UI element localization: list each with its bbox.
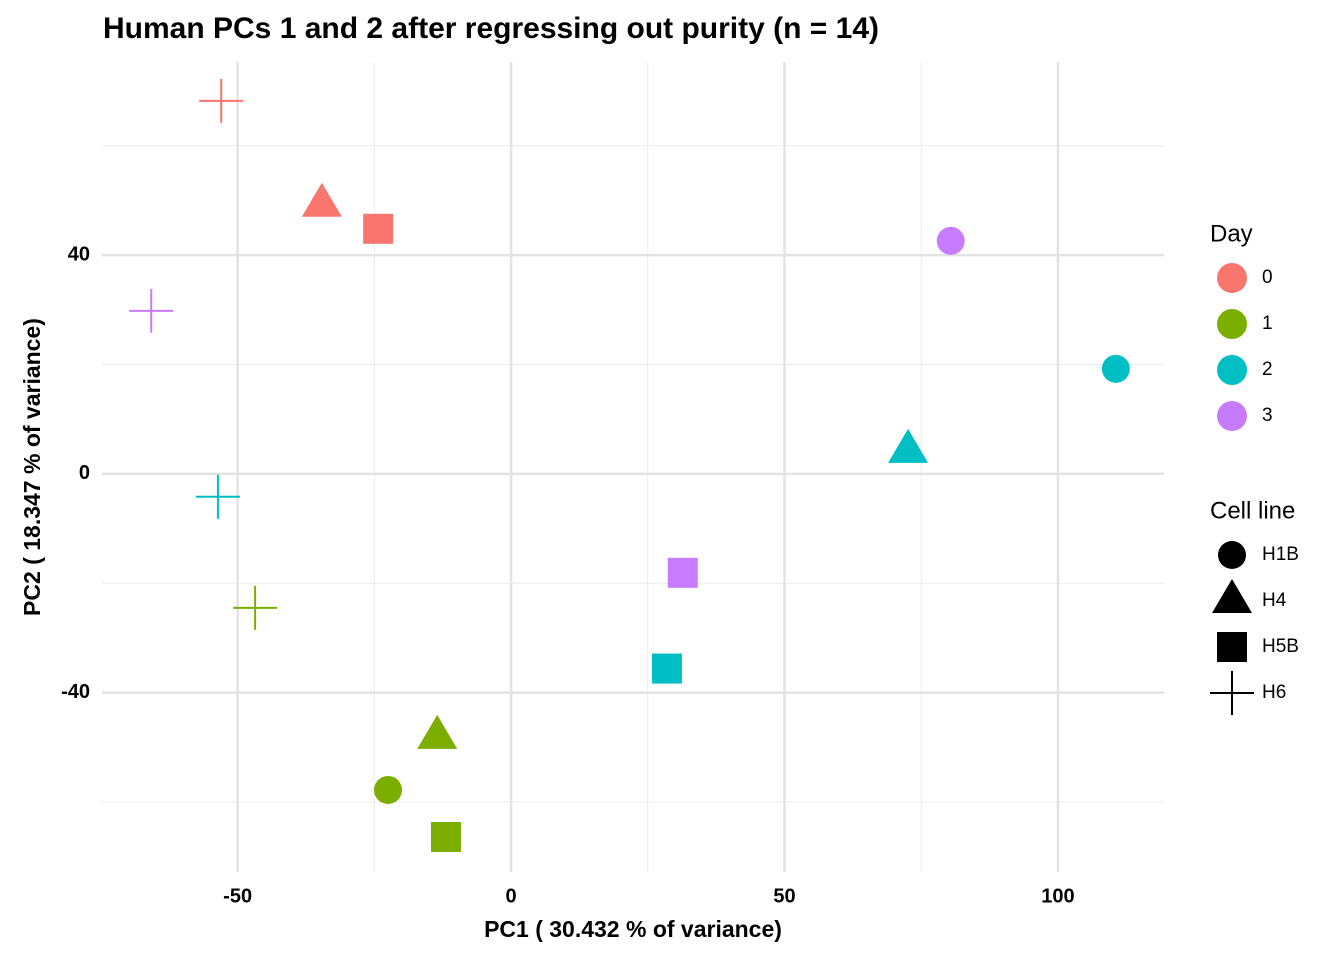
point (651, 653, 682, 684)
legend-label: 1 (1262, 313, 1273, 334)
point (199, 78, 244, 123)
point (936, 226, 965, 255)
legend-label: H5B (1262, 636, 1299, 657)
legend-swatch (1217, 263, 1247, 293)
y-tick-label: 0 (79, 462, 90, 484)
point (195, 474, 240, 519)
legend-swatch (1210, 671, 1254, 715)
point (1101, 354, 1130, 383)
x-tick-label: 100 (1041, 885, 1074, 907)
point (301, 182, 342, 217)
point (374, 775, 403, 804)
y-tick-label: -40 (61, 681, 90, 703)
legend-label: H6 (1262, 682, 1286, 703)
legend-title: Day (1210, 220, 1253, 247)
legend-swatch (1217, 355, 1247, 385)
legend-swatch (1217, 632, 1247, 662)
legend-label: H4 (1262, 590, 1287, 611)
x-axis-label: PC1 ( 30.432 % of variance) (484, 916, 782, 942)
legend-swatch (1217, 309, 1247, 339)
legend-swatch (1217, 401, 1247, 431)
legend-label: 2 (1262, 359, 1273, 380)
legend-label: H1B (1262, 544, 1299, 565)
x-tick-label: 50 (773, 885, 795, 907)
x-tick-label: -50 (223, 885, 252, 907)
chart-title: Human PCs 1 and 2 after regressing out p… (103, 12, 879, 45)
point (888, 428, 929, 463)
point (233, 585, 278, 630)
point (363, 213, 394, 244)
point (430, 821, 461, 852)
x-tick-label: 0 (505, 885, 516, 907)
legend-title: Cell line (1210, 497, 1295, 524)
y-axis-label: PC2 ( 18.347 % of variance) (19, 318, 45, 616)
point (129, 288, 174, 333)
point (667, 557, 698, 588)
legend-label: 3 (1262, 405, 1273, 426)
legend-swatch (1218, 541, 1246, 569)
legend-label: 0 (1262, 267, 1273, 288)
legend-swatch (1212, 579, 1252, 613)
y-tick-label: 40 (68, 243, 90, 265)
point (417, 714, 458, 749)
